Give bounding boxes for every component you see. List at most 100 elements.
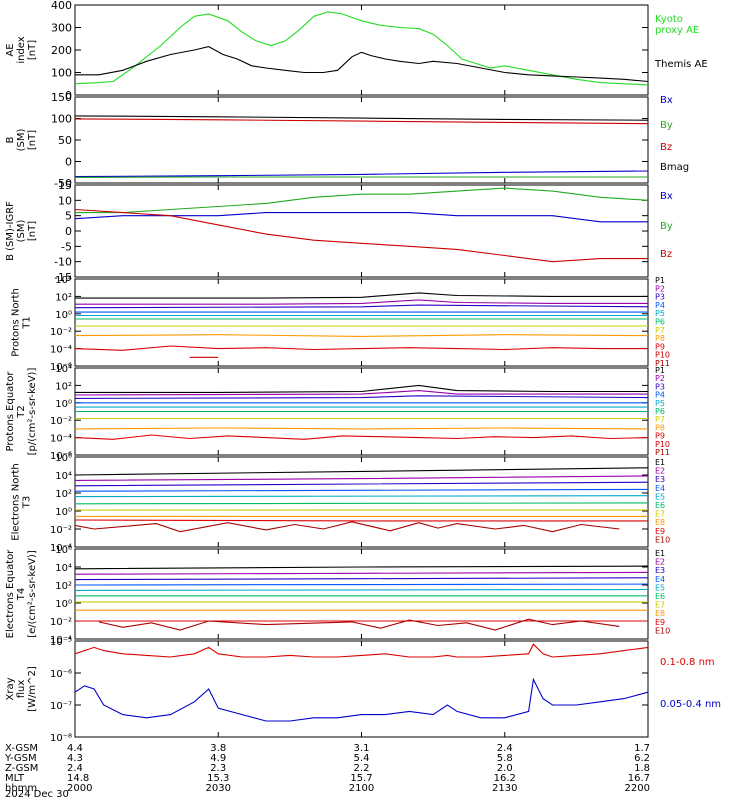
legend-e2: E2 <box>655 558 665 567</box>
series-e10-line <box>98 618 620 631</box>
series-e1-line <box>74 467 649 476</box>
series-e5-line <box>74 495 649 498</box>
y-axis-title: B(SM)[nT] <box>5 129 38 152</box>
legend-bx: Bx <box>660 191 673 202</box>
ephemeris-value: 2.2 <box>354 763 370 774</box>
ephemeris-table: X-GSM 4.4 3.8 3.1 2.4 1.7 Y-GSM 4.3 4.9 5.4 5.8 6.2… <box>4 743 650 800</box>
y-tick-label: 10⁰ <box>55 310 72 321</box>
y-tick-label: 10² <box>55 292 72 303</box>
legend-e5: E5 <box>655 492 665 501</box>
ephemeris-value: 2100 <box>349 783 374 794</box>
y-tick-label: 10⁴ <box>55 364 72 375</box>
legend-p10: P10 <box>655 351 670 360</box>
legend-p1: P1 <box>655 366 665 375</box>
y-tick-label: 10 <box>58 194 72 207</box>
series-e3-line <box>74 481 649 487</box>
legend-p4: P4 <box>655 301 665 310</box>
y-tick-label: -50 <box>54 177 72 190</box>
ephemeris-label-hhmm: hhmm <box>5 783 37 794</box>
legend-p2: P2 <box>655 284 665 293</box>
panel-frame <box>74 278 649 367</box>
legend-e8: E8 <box>655 518 665 527</box>
ephemeris-label-mlt: MLT <box>5 773 25 784</box>
legend-p11: P11 <box>655 359 670 368</box>
series-p1-line <box>75 292 648 299</box>
legend-e6: E6 <box>655 501 665 510</box>
legend-bmag: Bmag <box>660 162 689 173</box>
y-tick-label: 10⁻⁴ <box>50 635 72 646</box>
y-tick-label: 10⁻⁴ <box>50 434 72 445</box>
legend-e7: E7 <box>655 601 665 610</box>
y-tick-label: 10⁻⁵ <box>50 637 72 648</box>
series-p9-line <box>74 434 649 440</box>
y-tick-label: 0 <box>65 89 72 102</box>
legend-p8: P8 <box>655 423 665 432</box>
legend-e4: E4 <box>655 484 665 493</box>
y-tick-label: 300 <box>51 22 72 35</box>
ephemeris-value: 2.0 <box>497 763 513 774</box>
series-bz-line <box>74 208 648 263</box>
ephemeris-value: 2.4 <box>67 763 83 774</box>
legend-e3: E3 <box>655 566 665 575</box>
series-e10-line <box>74 521 620 533</box>
series-e5-line <box>74 588 649 591</box>
y-tick-label: 10⁻² <box>50 617 72 628</box>
y-tick-label: -15 <box>54 271 72 284</box>
ephemeris-value: 4.3 <box>67 753 83 764</box>
ephemeris-value: 16.2 <box>494 773 516 784</box>
y-tick-label: 400 <box>51 0 72 12</box>
y-axis-title: Electrons NorthT3 <box>11 463 33 540</box>
series-e4-line <box>74 583 649 586</box>
y-axis-title: Protons EquatorT2[p/(cm²-s-sr-keV)] <box>5 368 38 456</box>
legend-p6: P6 <box>655 407 665 416</box>
series-by-line <box>75 187 649 214</box>
y-tick-label: -5 <box>61 240 72 253</box>
series-p9-line <box>74 345 648 351</box>
ephemeris-value: 2.4 <box>497 743 513 754</box>
y-tick-label: 10² <box>55 489 72 500</box>
panel-frame <box>74 184 649 278</box>
legend-e10: E10 <box>655 626 670 635</box>
legend-p3: P3 <box>655 382 665 391</box>
y-tick-label: 10⁰ <box>55 507 72 518</box>
y-tick-label: -10 <box>54 256 72 269</box>
legend-p9: P9 <box>655 342 665 351</box>
ephemeris-value: 16.7 <box>628 773 650 784</box>
y-tick-label: 10⁻² <box>50 327 72 338</box>
series-e2-line <box>74 475 649 481</box>
legend-e9: E9 <box>655 527 665 536</box>
legend-p9: P9 <box>655 432 665 441</box>
ephemeris-label-z-gsm: Z-GSM <box>5 763 38 774</box>
legend-p4: P4 <box>655 391 665 400</box>
legend-p7: P7 <box>655 415 665 424</box>
ephemeris-value: 6.2 <box>634 753 650 764</box>
legend-p1: P1 <box>655 276 665 285</box>
series-p2-line <box>75 299 648 305</box>
ephemeris-label-x-gsm: X-GSM <box>5 743 38 754</box>
series-e3-line <box>74 577 649 581</box>
legend-p8: P8 <box>655 334 665 343</box>
legend-bx: Bx <box>660 95 673 106</box>
ephemeris-value: 2130 <box>492 783 517 794</box>
ephemeris-value: 5.8 <box>497 753 513 764</box>
y-tick-label: 0 <box>65 225 72 238</box>
series-e9-line <box>74 519 648 522</box>
legend-e8: E8 <box>655 609 665 618</box>
legend-by: By <box>660 221 673 232</box>
y-tick-label: 10⁻⁷ <box>50 701 72 712</box>
y-tick-label: 10² <box>55 581 72 592</box>
legend-p11: P11 <box>655 448 670 457</box>
y-tick-label: 200 <box>51 44 72 57</box>
ephemeris-value: 5.4 <box>354 753 370 764</box>
y-tick-label: 10⁻⁴ <box>50 543 72 554</box>
series-e2-line <box>74 571 649 575</box>
panel-8: 10⁻⁸ 10⁻⁷ 10⁻⁶ 10⁻⁵ Xrayflux[W/m^2] 0.1-0.8 n… <box>5 637 721 744</box>
legend-p5: P5 <box>655 309 665 318</box>
y-tick-label: 0 <box>65 156 72 169</box>
y-axis-title: Electrons EquatorT4[e/(cm²-s-sr-keV)] <box>5 549 38 639</box>
